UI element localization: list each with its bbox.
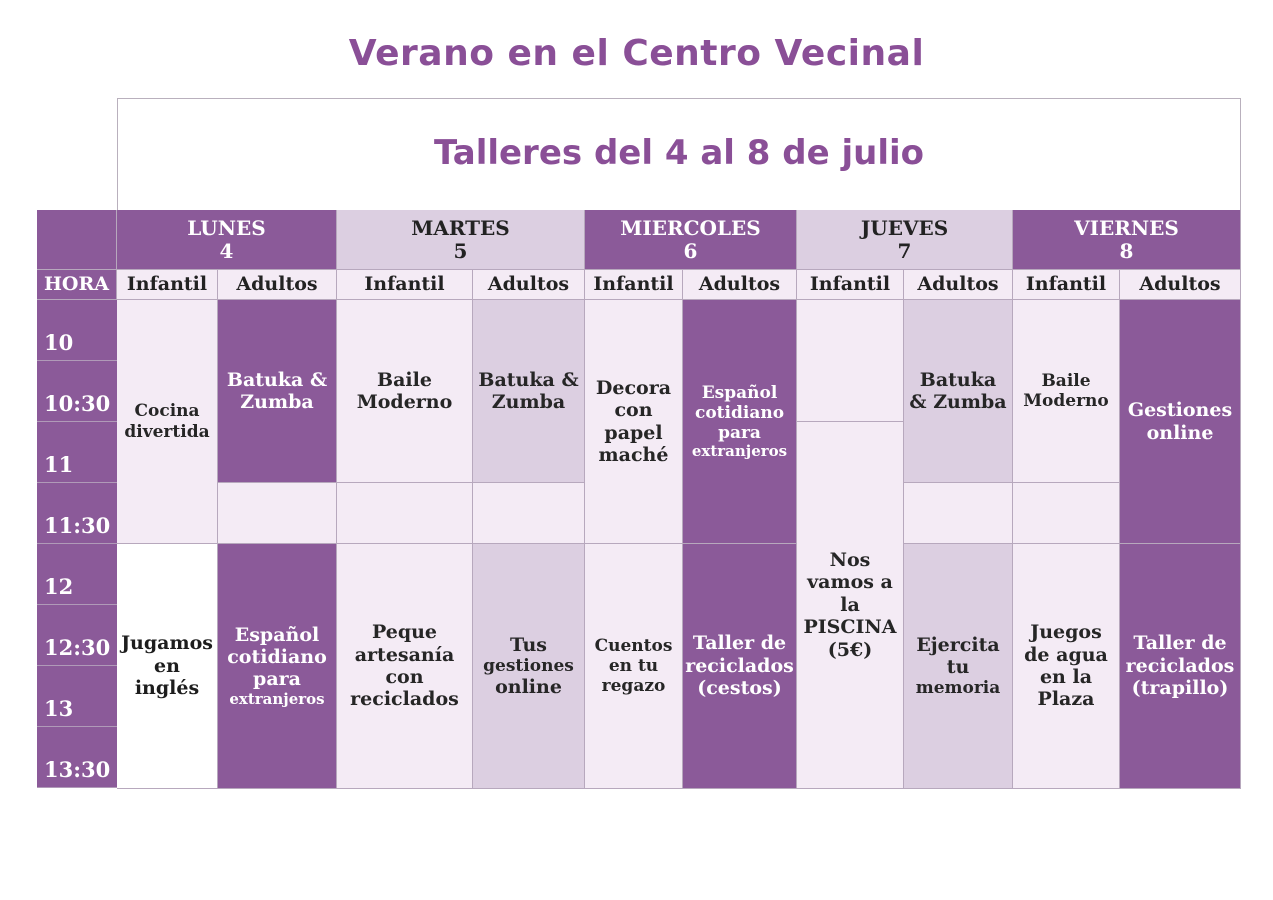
- time-slot: 11:30: [37, 483, 117, 544]
- group-header-adultos: Adultos: [683, 270, 797, 300]
- time-slot: 13:30: [37, 727, 117, 788]
- activity-text: Español cotidiano para: [227, 623, 327, 691]
- group-header-adultos: Adultos: [473, 270, 585, 300]
- day-header-viernes: VIERNES 8: [1013, 210, 1241, 270]
- activity-miercoles-infantil-am: Decora con papel maché: [585, 300, 683, 544]
- group-header-adultos: Adultos: [218, 270, 337, 300]
- activity-jueves-infantil: Nos vamos a la PISCINA (5€): [797, 422, 904, 789]
- activity-text: online: [495, 676, 562, 699]
- time-slot: 13: [37, 666, 117, 727]
- day-name: MIERCOLES: [620, 215, 761, 240]
- group-header-adultos: Adultos: [904, 270, 1013, 300]
- activity-text: Ejercita tu: [916, 633, 1000, 678]
- day-name: MARTES: [411, 215, 510, 240]
- time-slot: 10:30: [37, 361, 117, 422]
- day-header-martes: MARTES 5: [337, 210, 585, 270]
- empty-slot: [218, 483, 337, 544]
- group-header-adultos: Adultos: [1120, 270, 1241, 300]
- activity-lunes-infantil-am: Cocina divertida: [117, 300, 218, 544]
- time-slot: 12: [37, 544, 117, 605]
- day-name: JUEVES: [860, 215, 949, 240]
- day-header-jueves: JUEVES 7: [797, 210, 1013, 270]
- day-date: 6: [683, 238, 698, 263]
- day-header-miercoles: MIERCOLES 6: [585, 210, 797, 270]
- activity-lunes-adultos-am: Batuka & Zumba: [218, 300, 337, 483]
- page-title: Verano en el Centro Vecinal: [348, 33, 925, 74]
- group-header-infantil: Infantil: [337, 270, 473, 300]
- activity-jueves-adultos-pm: Ejercita tu memoria: [904, 544, 1013, 789]
- day-date: 5: [453, 238, 468, 263]
- activity-miercoles-adultos-pm: Taller de reciclados (cestos): [683, 544, 797, 789]
- activity-lunes-infantil-pm: Jugamos en inglés: [117, 544, 218, 789]
- activity-martes-infantil-am: Baile Moderno: [337, 300, 473, 483]
- group-header-infantil: Infantil: [797, 270, 904, 300]
- day-header-lunes: LUNES 4: [117, 210, 337, 270]
- corner-cell: [37, 210, 117, 270]
- page-subtitle: Talleres del 4 al 8 de julio: [433, 133, 925, 173]
- day-date: 4: [219, 238, 234, 263]
- activity-viernes-infantil-pm: Juegos de agua en la Plaza: [1013, 544, 1120, 789]
- activity-text: extranjeros: [229, 689, 325, 708]
- activity-miercoles-adultos-am: Español cotidiano para extranjeros: [683, 300, 797, 544]
- group-header-infantil: Infantil: [585, 270, 683, 300]
- empty-slot: [337, 483, 473, 544]
- activity-text: Tus: [510, 633, 547, 656]
- day-name: LUNES: [187, 215, 266, 240]
- activity-text: gestiones: [483, 655, 574, 676]
- activity-viernes-adultos-pm: Taller de reciclados (trapillo): [1120, 544, 1241, 789]
- day-name: VIERNES: [1074, 215, 1179, 240]
- time-slot: 10: [37, 300, 117, 361]
- activity-martes-infantil-pm: Peque artesanía con reciclados: [337, 544, 473, 789]
- activity-martes-adultos-pm: Tus gestiones online: [473, 544, 585, 789]
- activity-lunes-adultos-pm: Español cotidiano para extranjeros: [218, 544, 337, 789]
- activity-text: memoria: [915, 678, 1001, 699]
- empty-slot: [797, 300, 904, 422]
- hora-header: HORA: [37, 270, 117, 300]
- activity-text: Español cotidiano para: [694, 382, 785, 443]
- subtitle-box: [117, 98, 1241, 210]
- empty-slot: [473, 483, 585, 544]
- activity-viernes-infantil-am: Baile Moderno: [1013, 300, 1120, 483]
- activity-martes-adultos-am: Batuka & Zumba: [473, 300, 585, 483]
- time-slot: 12:30: [37, 605, 117, 666]
- activity-jueves-adultos-am: Batuka & Zumba: [904, 300, 1013, 483]
- empty-slot: [1013, 483, 1120, 544]
- activity-viernes-adultos-am: Gestiones online: [1120, 300, 1241, 544]
- empty-slot: [904, 483, 1013, 544]
- activity-text: extranjeros: [691, 441, 788, 460]
- group-header-infantil: Infantil: [117, 270, 218, 300]
- day-date: 8: [1119, 238, 1134, 263]
- time-slot: 11: [37, 422, 117, 483]
- group-header-infantil: Infantil: [1013, 270, 1120, 300]
- activity-miercoles-infantil-pm: Cuentos en tu regazo: [585, 544, 683, 789]
- day-date: 7: [897, 238, 912, 263]
